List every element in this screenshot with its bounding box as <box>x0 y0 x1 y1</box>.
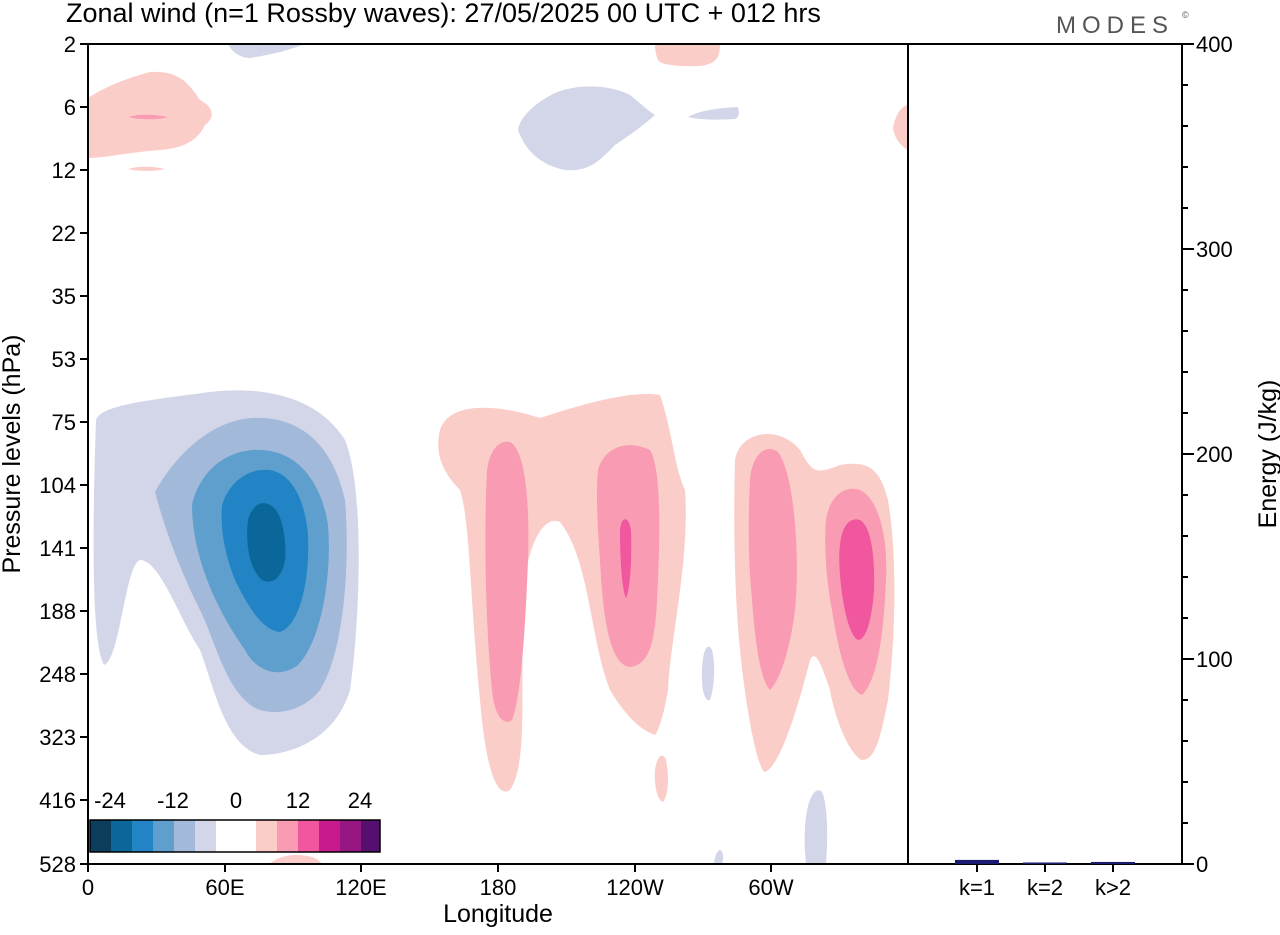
y-tick-label: 104 <box>39 473 76 498</box>
pos-contour-b-level-4 <box>839 519 875 640</box>
pos-contour-strat-west-small <box>128 166 165 171</box>
y-tick-label: 2 <box>64 32 76 57</box>
pos-contour-b-level-2 <box>748 449 797 690</box>
pos-contour-strat-east <box>893 105 908 150</box>
pos-contour-low-a <box>654 755 668 802</box>
pos-contour-strat-west-core <box>128 114 168 120</box>
pos-contour-a-level-2 <box>485 441 529 722</box>
x-tick-label: 60W <box>748 875 793 900</box>
colorbar: -24 -12 0 12 24 <box>89 788 381 853</box>
chart-title: Zonal wind (n=1 Rossby waves): 27/05/202… <box>66 0 821 28</box>
energy-plot-frame <box>907 43 1183 865</box>
x-axis-label: Longitude <box>443 900 553 928</box>
y-axis-label: Pressure levels (hPa) <box>0 335 26 574</box>
y-tick-label: 323 <box>39 725 76 750</box>
colorbar-swatch <box>340 820 361 852</box>
colorbar-swatch <box>216 820 256 852</box>
colorbar-label: 12 <box>286 788 310 813</box>
colorbar-swatch <box>319 820 340 852</box>
colorbar-label: -24 <box>94 788 126 813</box>
energy-bar <box>955 859 999 864</box>
brand-logo: MODES <box>1056 12 1174 39</box>
colorbar-swatch <box>277 820 298 852</box>
pos-contour-a-level-4 <box>620 519 632 598</box>
x-tick-label: 120E <box>335 875 386 900</box>
energy-tick-label: 200 <box>1196 442 1233 467</box>
colorbar-swatch <box>361 820 380 852</box>
y-tick-label: 141 <box>39 536 76 561</box>
colorbar-swatch <box>195 820 216 852</box>
y-tick-label: 22 <box>52 221 76 246</box>
y-tick-label: 12 <box>52 158 76 183</box>
colorbar-swatch <box>153 820 174 852</box>
pos-contour-strat-top <box>655 44 720 67</box>
contour-field <box>88 44 908 864</box>
y-tick-label: 528 <box>39 852 76 877</box>
neg-contour-strat-streak <box>688 107 739 120</box>
neg-contour-low-b <box>804 790 828 864</box>
x-tick-label: 0 <box>82 875 94 900</box>
y-tick-label: 416 <box>39 788 76 813</box>
neg-contour-strat-top <box>228 44 305 58</box>
x-tick-label: 120W <box>606 875 664 900</box>
y-tick-label: 6 <box>64 95 76 120</box>
neg-contour-level-5 <box>247 503 286 582</box>
y-tick-label: 53 <box>52 347 76 372</box>
y-tick-label: 75 <box>52 410 76 435</box>
energy-bar <box>1023 862 1067 864</box>
energy-tick-label: 400 <box>1196 32 1233 57</box>
x-axis: 0 60E 120E 180 120W 60W <box>82 864 794 900</box>
energy-tick-label: 100 <box>1196 647 1233 672</box>
colorbar-swatch <box>90 820 111 852</box>
energy-axis-label: Energy (J/kg) <box>1254 380 1280 529</box>
energy-axis: 0 100 200 300 400 <box>1182 32 1233 877</box>
energy-category-label: k=2 <box>1027 875 1063 900</box>
energy-bar <box>1091 861 1135 864</box>
y-tick-label: 188 <box>39 599 76 624</box>
colorbar-label: 0 <box>230 788 242 813</box>
energy-category-label: k>2 <box>1095 875 1131 900</box>
colorbar-label: 24 <box>348 788 372 813</box>
neg-contour-low-c <box>714 850 724 864</box>
energy-category-label: k=1 <box>959 875 995 900</box>
colorbar-swatch <box>111 820 132 852</box>
energy-tick-label: 0 <box>1196 852 1208 877</box>
colorbar-swatch <box>298 820 319 852</box>
neg-contour-low-a <box>701 646 715 701</box>
colorbar-frame <box>89 819 381 853</box>
y-axis: 2 6 12 22 35 53 75 104 141 188 248 323 4… <box>39 32 88 877</box>
colorbar-label: -12 <box>157 788 189 813</box>
y-tick-label: 248 <box>39 662 76 687</box>
x-tick-label: 180 <box>480 875 517 900</box>
colorbar-swatch <box>132 820 153 852</box>
energy-tick-label: 300 <box>1196 237 1233 262</box>
colorbar-swatch <box>256 820 277 852</box>
energy-bars: k=1 k=2 k>2 <box>955 859 1135 900</box>
pos-contour-low-b <box>270 855 322 864</box>
neg-contour-strat-mid <box>518 86 655 171</box>
x-tick-label: 60E <box>205 875 244 900</box>
colorbar-swatch <box>174 820 195 852</box>
y-tick-label: 35 <box>52 284 76 309</box>
brand-mark: © <box>1182 10 1189 20</box>
